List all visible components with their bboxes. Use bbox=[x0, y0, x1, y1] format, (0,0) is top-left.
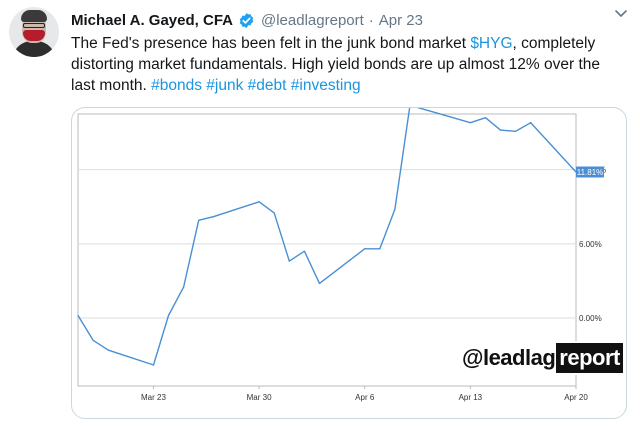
data-point bbox=[469, 122, 471, 124]
hashtag-debt[interactable]: #debt bbox=[247, 77, 287, 94]
y-tick-label: 0.00% bbox=[579, 314, 602, 323]
watermark-part1: @leadlag bbox=[462, 345, 556, 370]
chevron-down-icon[interactable] bbox=[614, 9, 628, 19]
data-point bbox=[499, 129, 502, 131]
y-tick-label: 6.00% bbox=[579, 240, 602, 249]
data-point bbox=[303, 250, 305, 252]
data-point bbox=[77, 314, 79, 317]
data-point bbox=[167, 314, 170, 317]
x-tick-label: Mar 23 bbox=[141, 393, 166, 402]
data-point bbox=[484, 117, 487, 119]
author-handle[interactable]: @leadlagreport bbox=[261, 11, 364, 29]
hashtag-junk[interactable]: #junk bbox=[206, 77, 244, 94]
data-point bbox=[530, 122, 532, 124]
tweet-header: Michael A. Gayed, CFA @leadlagreport · A… bbox=[71, 8, 423, 32]
data-point bbox=[107, 349, 109, 351]
tweet-text-intro: The Fed's presence has been felt in the … bbox=[71, 35, 471, 52]
x-tick-label: Apr 6 bbox=[355, 393, 375, 402]
hashtag-investing[interactable]: #investing bbox=[290, 77, 361, 94]
data-point bbox=[515, 130, 517, 132]
avatar-body bbox=[12, 41, 56, 57]
avatar-glasses bbox=[23, 23, 45, 28]
watermark-part2: report bbox=[556, 343, 623, 373]
x-tick-label: Mar 30 bbox=[247, 393, 272, 402]
hyg-return-line bbox=[77, 108, 577, 366]
data-point bbox=[198, 219, 200, 221]
hashtag-bonds[interactable]: #bonds bbox=[151, 77, 202, 94]
x-tick-label: Apr 13 bbox=[459, 393, 483, 402]
last-value-badge bbox=[576, 166, 604, 178]
separator-dot: · bbox=[368, 11, 374, 29]
data-point bbox=[213, 216, 215, 218]
tweet-text-body: , completely distorting market fundament… bbox=[71, 35, 601, 94]
data-point bbox=[379, 248, 381, 250]
plot-frame bbox=[77, 113, 577, 387]
data-point bbox=[152, 364, 155, 366]
data-point bbox=[394, 208, 396, 210]
avatar-mask bbox=[23, 30, 45, 41]
author-name[interactable]: Michael A. Gayed, CFA bbox=[71, 11, 233, 29]
last-value-label: 11.81% bbox=[577, 168, 604, 177]
data-point bbox=[364, 248, 366, 250]
cashtag-link[interactable]: $HYG bbox=[470, 35, 513, 52]
profile-photo[interactable] bbox=[9, 7, 59, 57]
verified-badge-icon bbox=[238, 12, 255, 29]
data-point bbox=[92, 339, 94, 341]
tweet-date[interactable]: Apr 23 bbox=[378, 11, 423, 29]
tweet-text: The Fed's presence has been felt in the … bbox=[71, 33, 627, 96]
avatar-hair bbox=[21, 10, 47, 22]
data-point bbox=[273, 212, 275, 214]
data-point bbox=[183, 286, 185, 288]
x-tick-label: Apr 20 bbox=[564, 393, 588, 402]
data-point bbox=[258, 201, 260, 203]
data-point bbox=[318, 282, 321, 284]
data-point bbox=[288, 260, 290, 262]
leadlagreport-watermark: @leadlag report bbox=[458, 341, 623, 375]
